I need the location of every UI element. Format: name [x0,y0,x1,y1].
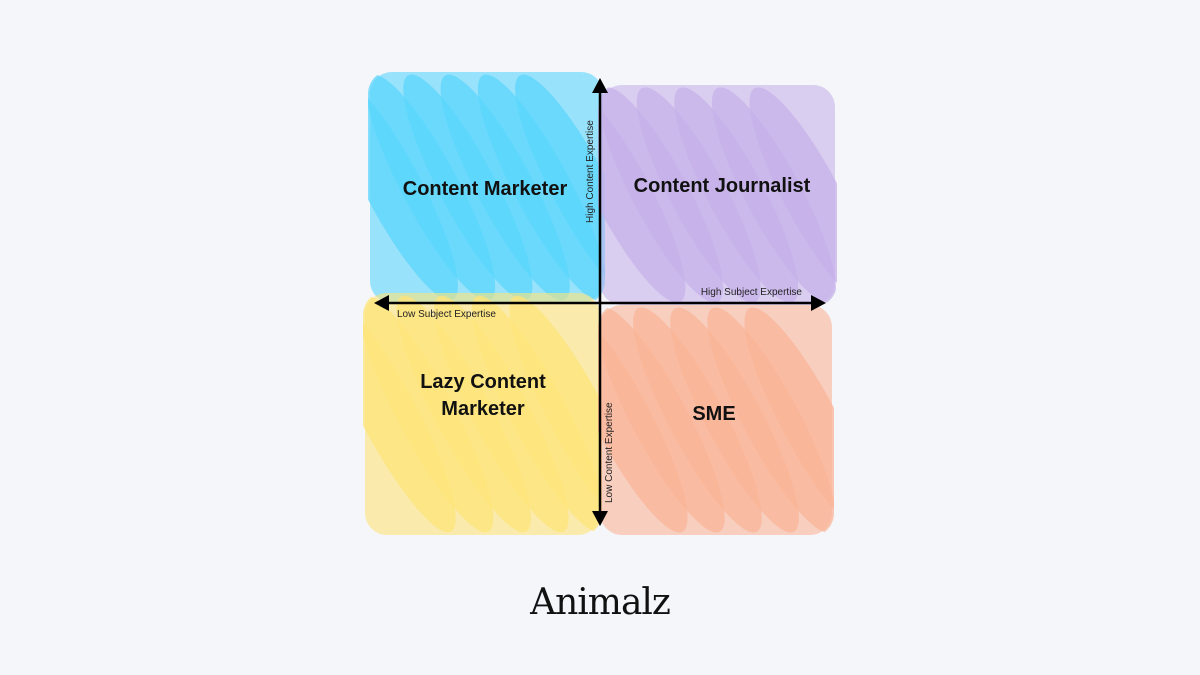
quadrant-label-content-marketer: Content Marketer [402,178,568,200]
scribble-stroke [670,307,799,533]
scribble-stroke [403,74,533,301]
quadrant-bottom-left-scribble [363,293,602,535]
quadrant-label-sme: SME [692,403,736,425]
axis-label-low-subject-expertise: Low Subject Expertise [397,309,496,320]
axis-label-high-subject-expertise: High Subject Expertise [700,287,802,298]
scribble-stroke [509,295,602,533]
animalz-logo: Animalz [530,582,671,623]
scribble-stroke [440,74,570,301]
scribble-stroke [471,295,602,533]
quadrant-top-right-scribble [598,85,837,305]
scribble-stroke [707,307,834,533]
scribble-stroke [363,295,494,533]
scribble-stroke [363,295,456,533]
scribble-stroke [674,87,799,303]
vertical-axis-arrow [592,78,608,526]
scribble-stroke [599,87,724,303]
scribble-stroke [598,87,686,303]
axis-label-low-content-expertise: Low Content Expertise [604,402,615,503]
scribble-stroke [744,307,834,533]
horizontal-axis-arrow [374,295,826,311]
quadrant-bottom-right-scribble [598,305,834,535]
quadrant-top-left-scribble [368,72,605,303]
quadrant-label-lazy-content-marketer: Lazy Content Marketer [420,371,546,420]
scribble-stroke [434,295,569,533]
scribble-stroke [749,87,837,303]
scribble-stroke [633,307,762,533]
axis-label-high-content-expertise: High Content Expertise [585,120,596,223]
scribble-stroke [598,307,725,533]
scribble-stroke [598,307,688,533]
scribble-stroke [711,87,836,303]
scribble-stroke [477,74,605,301]
scribble-stroke [636,87,761,303]
scribble-stroke [368,74,458,301]
scribble-stroke [368,74,496,301]
scribble-stroke [515,74,605,301]
quadrant-label-content-journalist: Content Journalist [633,175,811,197]
scribble-stroke [396,295,531,533]
